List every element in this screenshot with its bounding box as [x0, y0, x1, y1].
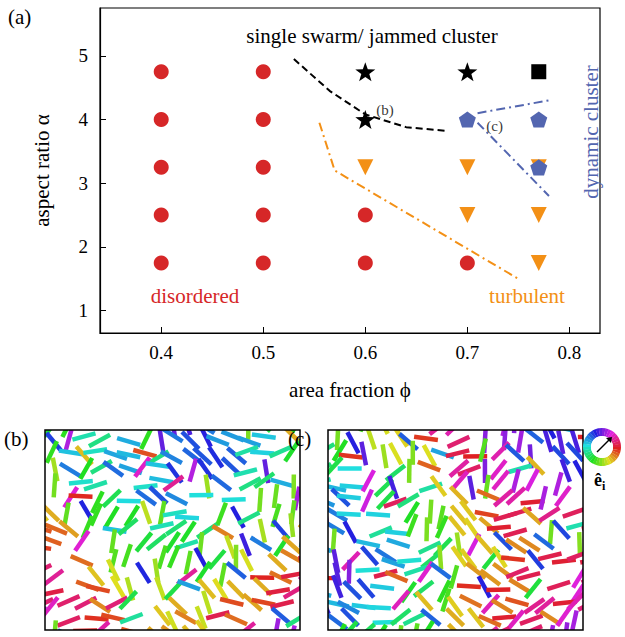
svg-text:turbulent: turbulent: [489, 284, 565, 308]
svg-text:0.4: 0.4: [149, 342, 173, 363]
svg-text:(b): (b): [4, 427, 29, 451]
svg-text:0.6: 0.6: [353, 342, 377, 363]
svg-text:êi: êi: [594, 470, 606, 493]
svg-text:1: 1: [79, 300, 89, 321]
svg-text:0.8: 0.8: [558, 342, 582, 363]
svg-text:dynamic cluster: dynamic cluster: [579, 65, 603, 199]
svg-text:disordered: disordered: [151, 284, 240, 308]
svg-text:3: 3: [79, 173, 89, 194]
svg-text:area fraction ϕ: area fraction ϕ: [289, 378, 411, 402]
svg-text:(a): (a): [8, 5, 31, 29]
svg-text:single swarm/ jammed cluster: single swarm/ jammed cluster: [246, 24, 497, 48]
svg-text:2: 2: [79, 236, 89, 257]
svg-text:0.5: 0.5: [251, 342, 275, 363]
svg-text:0.7: 0.7: [455, 342, 479, 363]
svg-text:4: 4: [79, 109, 89, 130]
svg-text:5: 5: [79, 45, 89, 66]
svg-text:(b): (b): [376, 102, 394, 119]
svg-text:aspect ratio α: aspect ratio α: [30, 114, 54, 226]
svg-text:(c): (c): [288, 427, 311, 451]
svg-text:(c): (c): [486, 118, 503, 135]
